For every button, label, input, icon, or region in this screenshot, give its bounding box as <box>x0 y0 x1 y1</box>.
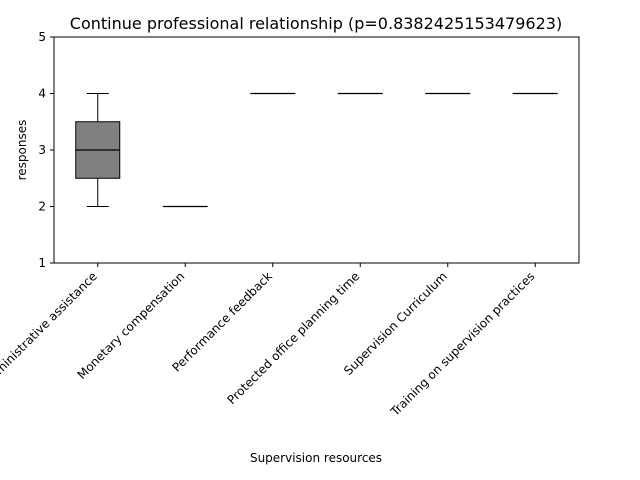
y-tick-label: 2 <box>38 200 46 214</box>
y-tick-label: 4 <box>38 87 46 101</box>
plot-area-frame <box>53 36 580 264</box>
x-tick-label: Supervision Curriculum <box>341 269 450 378</box>
chart-title: Continue professional relationship (p=0.… <box>70 14 562 33</box>
x-tick-label: Training on supervision practices <box>387 269 537 419</box>
y-tick-label: 1 <box>38 256 46 270</box>
y-tick-label: 3 <box>38 143 46 157</box>
box-series <box>75 92 558 208</box>
y-axis-label: responses <box>15 120 29 181</box>
y-tick-label: 5 <box>38 30 46 44</box>
y-axis: 1 2 3 4 5 <box>38 30 54 270</box>
box-group <box>75 93 121 207</box>
x-axis-label: Supervision resources <box>250 451 382 465</box>
x-tick-label: Performance feedback <box>170 269 275 374</box>
